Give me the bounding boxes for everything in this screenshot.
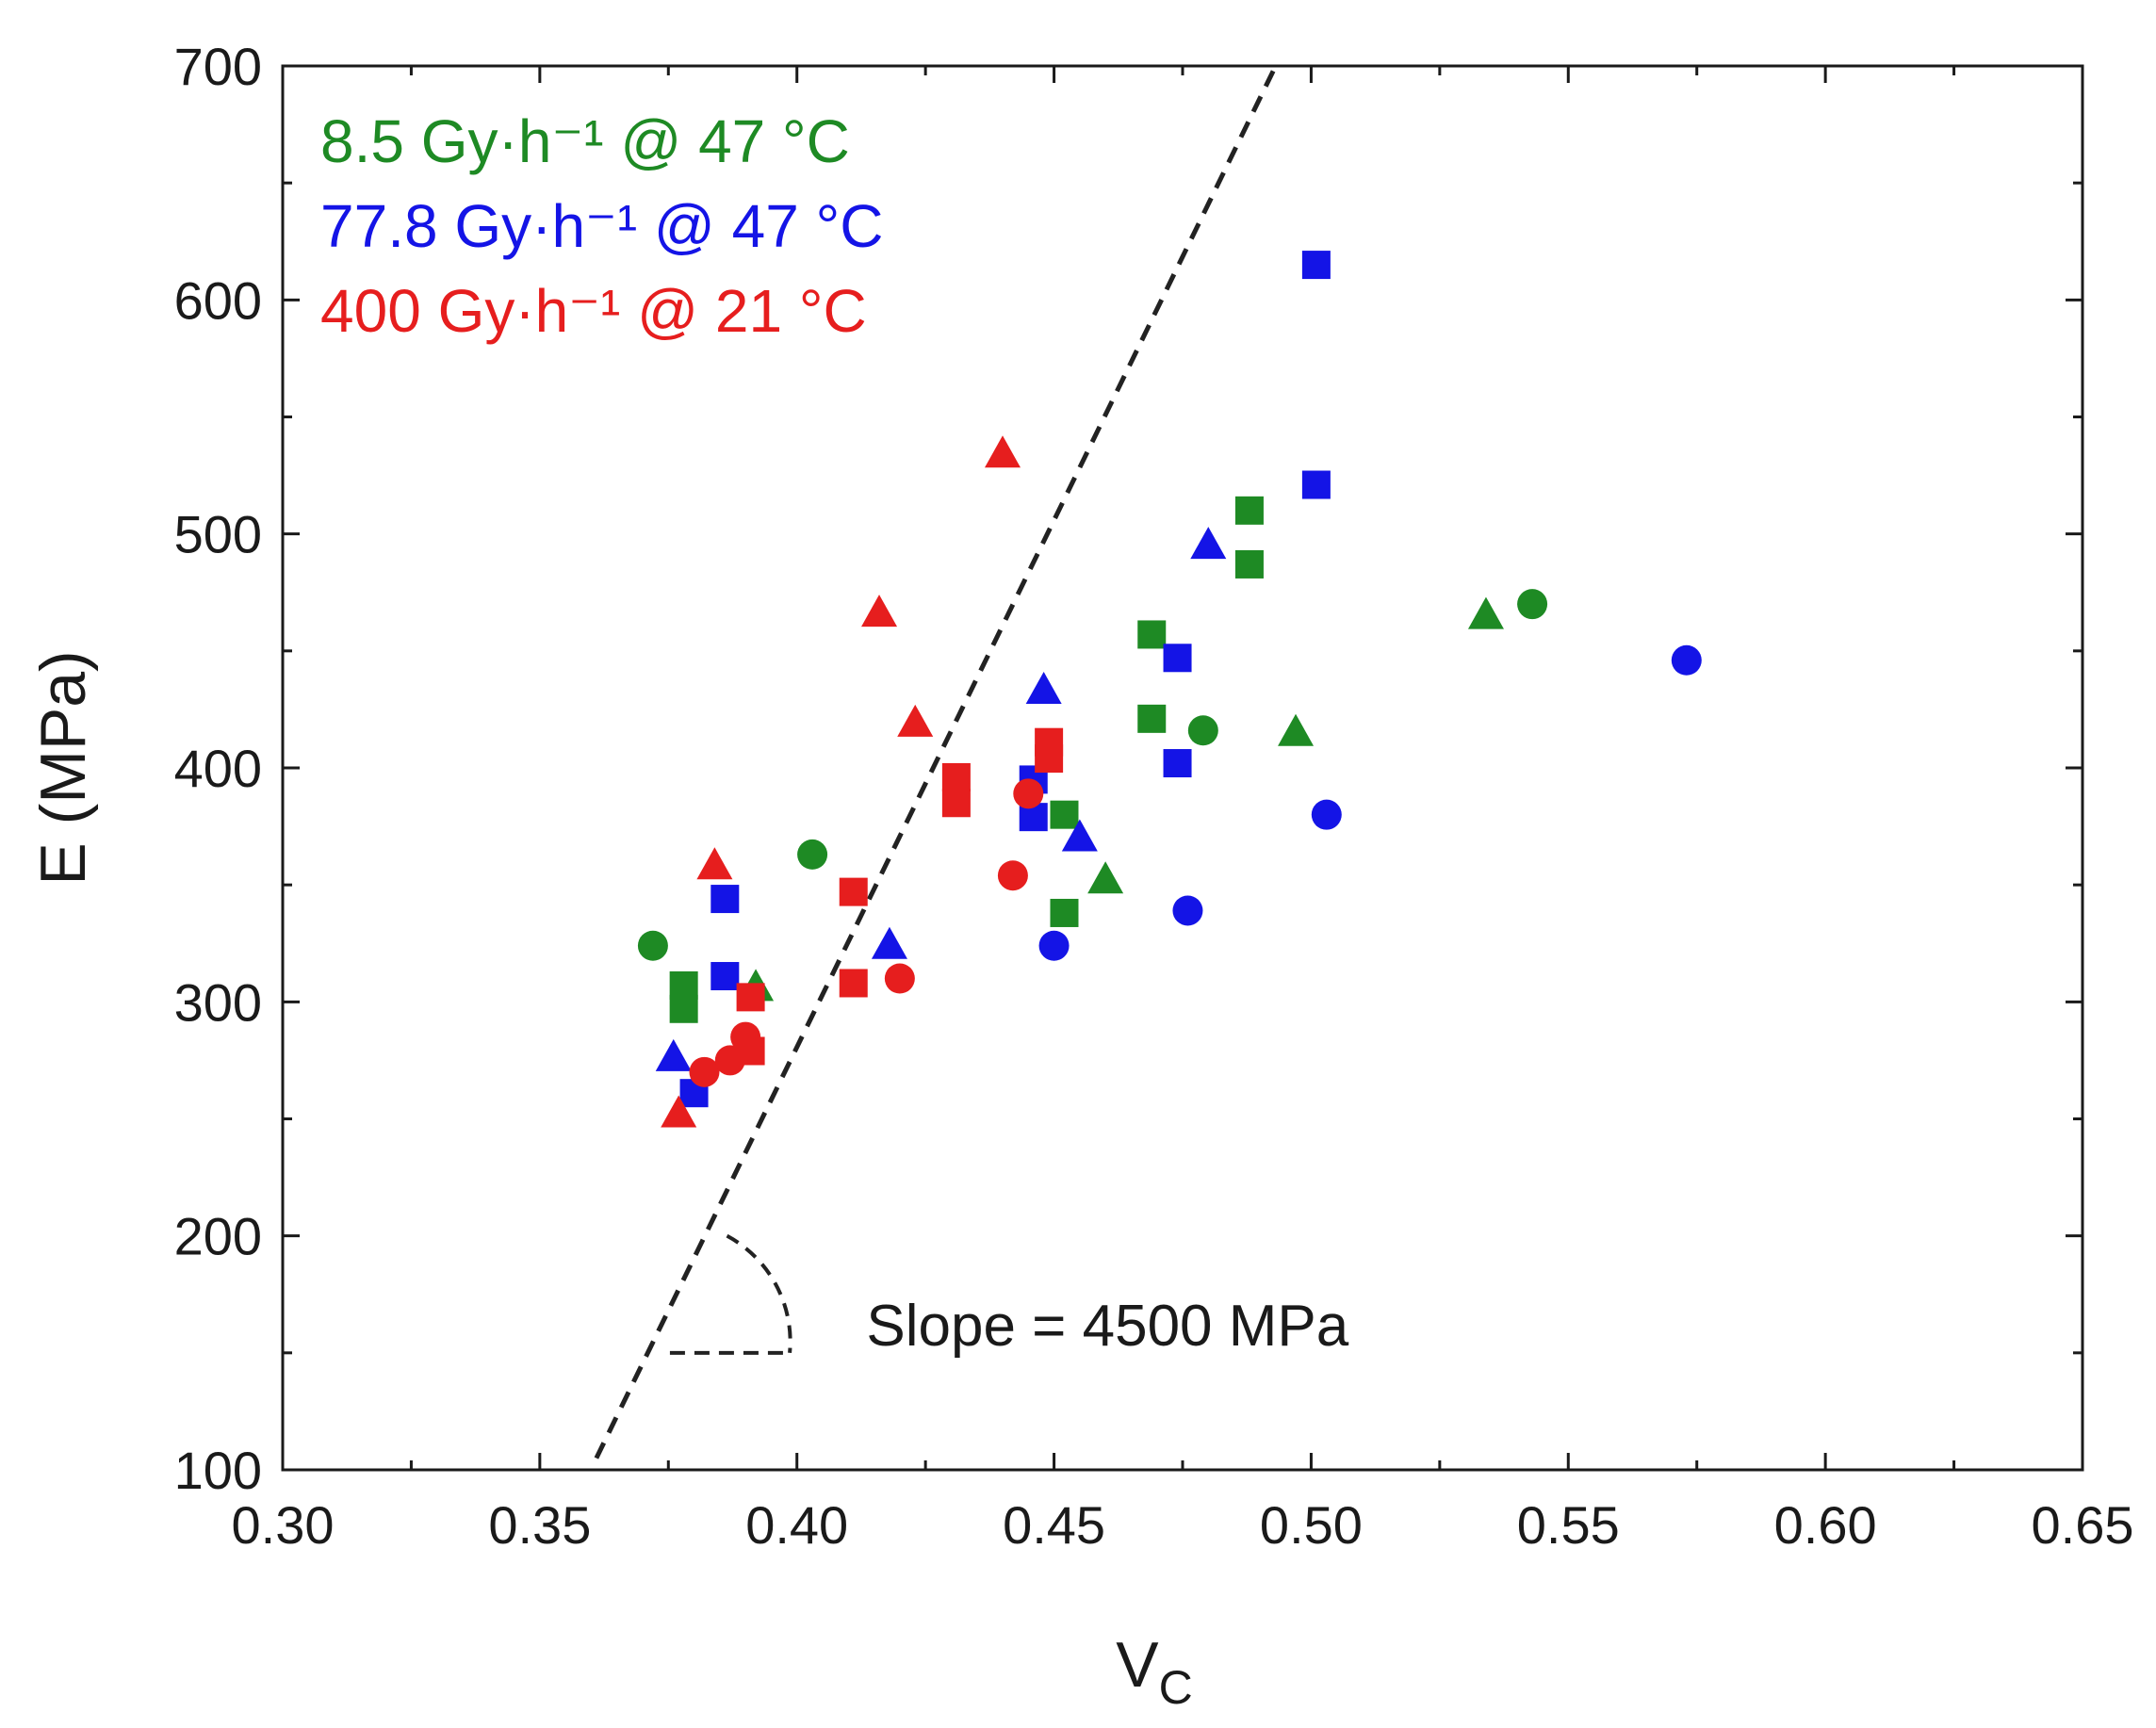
- data-point-circle: [689, 1056, 720, 1087]
- data-point-square: [1163, 644, 1192, 673]
- data-point-triangle: [1467, 596, 1504, 629]
- data-point-triangle: [1061, 819, 1098, 852]
- data-point-triangle: [1087, 861, 1124, 894]
- y-tick-label-500: 500: [174, 505, 262, 564]
- data-point-triangle: [1190, 527, 1227, 560]
- data-point-square: [941, 789, 971, 818]
- data-point-circle: [997, 860, 1028, 891]
- legend-entry-77-8-gy: 77.8 Gy·h⁻¹ @ 47 °C: [320, 192, 883, 260]
- x-axis-title-main: V: [1116, 1629, 1159, 1701]
- data-point-triangle: [871, 926, 907, 959]
- x-tick-label-0-60: 0.60: [1774, 1495, 1877, 1555]
- data-point-circle: [1038, 930, 1070, 961]
- data-point-square: [1050, 898, 1079, 927]
- y-axis-title: E (MPa): [27, 650, 99, 885]
- data-point-circle: [797, 839, 828, 870]
- fit-line-group: [594, 64, 1279, 1459]
- data-point-square: [1035, 744, 1064, 774]
- data-point-square: [1234, 549, 1264, 579]
- y-tick-label-100: 100: [174, 1441, 262, 1500]
- y-tick-label-600: 600: [174, 270, 262, 330]
- data-point-square: [1137, 704, 1167, 733]
- data-point-triangle: [985, 435, 1021, 468]
- x-tick-label-0-30: 0.30: [232, 1495, 335, 1555]
- axis-ticks: 0.30 0.35 0.40 0.45 0.50 0.55 0.60 0.65 100 200 30…: [174, 37, 2134, 1555]
- data-point-square: [736, 983, 765, 1012]
- data-point-triangle: [1278, 713, 1315, 746]
- data-point-square: [1137, 620, 1167, 649]
- data-point-square: [710, 962, 740, 991]
- x-tick-label-0-65: 0.65: [2032, 1495, 2134, 1555]
- data-point-triangle: [1025, 672, 1062, 705]
- data-point-triangle: [655, 1038, 692, 1071]
- legend-entry-400-gy: 400 Gy·h⁻¹ @ 21 °C: [320, 277, 867, 345]
- data-point-circle: [1517, 589, 1548, 620]
- legend-entry-8-5-gy: 8.5 Gy·h⁻¹ @ 47 °C: [320, 107, 850, 175]
- data-point-circle: [1187, 715, 1218, 746]
- data-point-square: [839, 969, 868, 998]
- data-point-square: [1301, 251, 1331, 280]
- x-axis-title: VC: [1116, 1629, 1192, 1714]
- y-tick-label-700: 700: [174, 37, 262, 96]
- data-point-circle: [1311, 799, 1342, 830]
- y-tick-label-300: 300: [174, 972, 262, 1032]
- series-400-gy-h-21-c: [661, 435, 1064, 1128]
- data-point-circle: [1172, 895, 1203, 926]
- y-tick-label-400: 400: [174, 739, 262, 798]
- slope-annotation: Slope = 4500 MPa: [866, 1294, 1348, 1359]
- x-tick-label-0-45: 0.45: [1003, 1495, 1105, 1555]
- data-point-square: [736, 1036, 765, 1066]
- data-point-square: [669, 994, 698, 1023]
- data-point-circle: [637, 930, 668, 961]
- x-tick-label-0-35: 0.35: [488, 1495, 591, 1555]
- data-point-square: [1301, 470, 1331, 499]
- data-point-triangle: [897, 704, 934, 737]
- legend: 8.5 Gy·h⁻¹ @ 47 °C 77.8 Gy·h⁻¹ @ 47 °C 4…: [320, 107, 883, 345]
- data-point-circle: [884, 963, 915, 994]
- data-point-circle: [1671, 644, 1702, 676]
- data-point-square: [1163, 749, 1192, 778]
- x-tick-label-0-40: 0.40: [745, 1495, 848, 1555]
- series-77-8-gy-h-47-c: [655, 251, 1702, 1108]
- data-points: [637, 251, 1702, 1128]
- data-point-square: [1234, 496, 1264, 525]
- data-point-circle: [1013, 778, 1044, 809]
- data-point-triangle: [661, 1095, 697, 1128]
- data-point-square: [710, 885, 740, 914]
- data-point-square: [839, 877, 868, 906]
- data-point-triangle: [696, 847, 733, 880]
- data-point-triangle: [861, 595, 898, 628]
- y-tick-label-200: 200: [174, 1207, 262, 1266]
- series-8-5-gy-h-47-c: [637, 496, 1548, 1023]
- data-point-square: [1050, 800, 1079, 829]
- x-tick-label-0-55: 0.55: [1517, 1495, 1620, 1555]
- data-point-square: [941, 762, 971, 791]
- slope-angle-arc: [726, 1233, 792, 1354]
- x-axis-title-subscript: C: [1159, 1661, 1193, 1714]
- x-tick-label-0-50: 0.50: [1260, 1495, 1363, 1555]
- fit-line: [594, 64, 1279, 1459]
